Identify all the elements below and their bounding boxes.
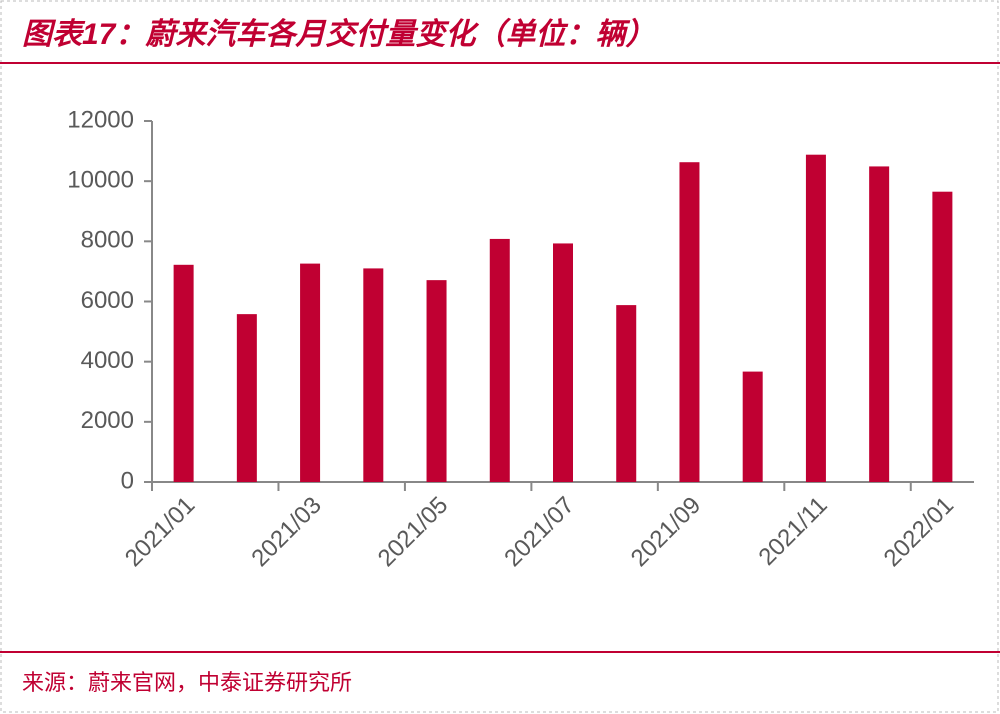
x-tick-label: 2021/03 xyxy=(246,492,326,572)
x-tick-label: 2021/05 xyxy=(373,492,453,572)
bar xyxy=(426,280,447,482)
x-tick-label: 2022/01 xyxy=(879,492,959,572)
bar xyxy=(173,264,194,482)
y-tick-label: 8000 xyxy=(81,227,134,254)
bar xyxy=(363,268,384,482)
bar xyxy=(553,243,573,482)
source: 来源：蔚来官网，中泰证券研究所 xyxy=(22,670,352,695)
x-tick-label: 2021/09 xyxy=(626,492,706,572)
bar xyxy=(679,162,700,482)
y-tick-label: 0 xyxy=(121,467,134,494)
y-tick-label: 10000 xyxy=(67,167,134,194)
bar xyxy=(869,166,890,482)
x-tick-label: 2021/11 xyxy=(753,492,832,571)
bar xyxy=(742,371,763,482)
x-tick-label: 2021/01 xyxy=(120,492,200,572)
bar xyxy=(932,191,953,482)
bar xyxy=(616,305,637,482)
bar xyxy=(236,314,257,482)
y-tick-label: 12000 xyxy=(67,106,134,133)
bar xyxy=(805,154,826,482)
y-tick-label: 6000 xyxy=(81,287,134,314)
bar xyxy=(489,238,510,482)
title: 图表17：蔚来汽车各月交付量变化（单位：辆） xyxy=(22,17,655,51)
bar xyxy=(300,263,321,482)
y-tick-label: 4000 xyxy=(81,347,134,374)
x-tick-label: 2021/07 xyxy=(499,492,579,572)
y-tick-label: 2000 xyxy=(81,407,134,434)
